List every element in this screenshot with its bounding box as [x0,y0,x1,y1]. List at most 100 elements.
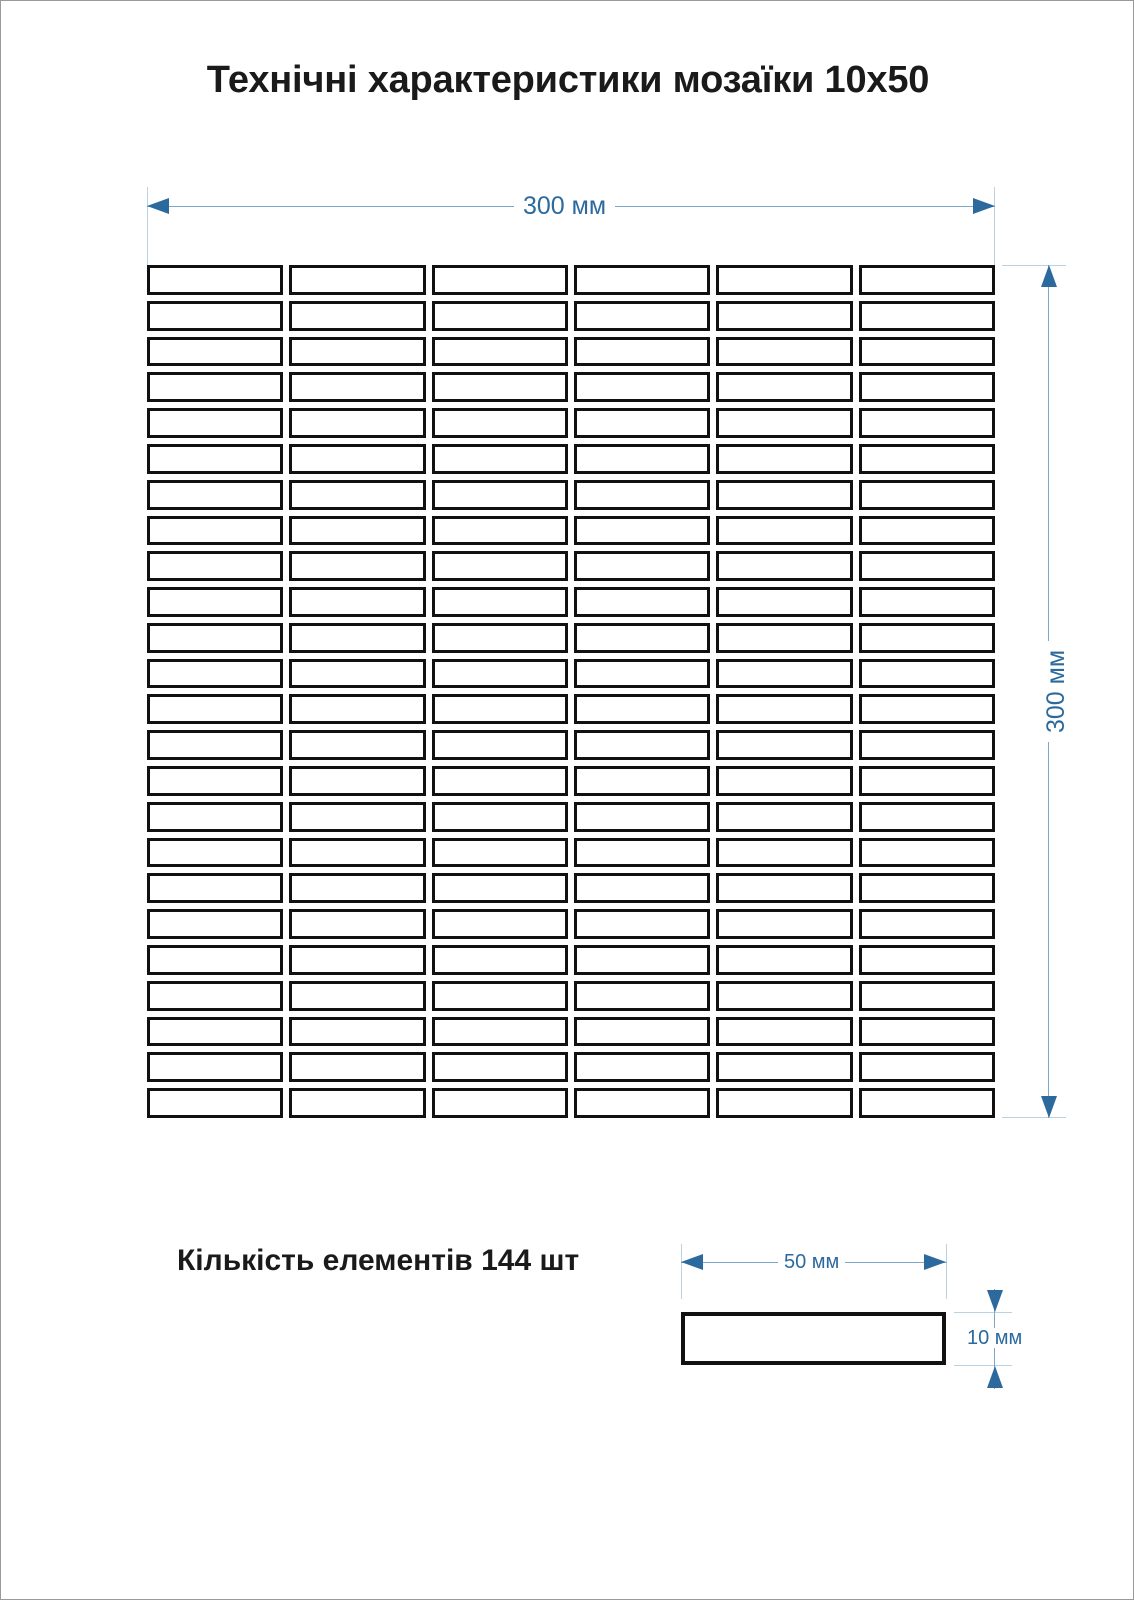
mosaic-tile [431,265,568,295]
mosaic-tile [147,801,284,832]
top-dimension-extension-line-right [994,187,995,265]
mosaic-tile [573,694,711,725]
right-dimension-arrow-down-icon [1041,1096,1057,1118]
mosaic-tile [573,587,711,617]
mosaic-tile [431,1052,568,1083]
mosaic-tile [858,1016,995,1047]
sheet-width-label: 300 мм [514,194,616,219]
mosaic-tile [858,622,995,653]
mosaic-tile [289,837,426,868]
mosaic-tile [716,336,853,367]
mosaic-tile [716,372,853,403]
mosaic-tile [431,1016,568,1047]
top-dimension-arrow-right-icon [973,198,995,214]
mosaic-tile [716,658,853,689]
mosaic-tile [289,694,426,725]
mosaic-tile [858,658,995,689]
mosaic-tile [573,408,711,438]
mosaic-tile [289,587,426,617]
mosaic-tile [431,551,568,582]
mosaic-tile [289,1088,426,1118]
mosaic-tile [431,694,568,725]
mosaic-tile [573,1016,711,1047]
mosaic-tile [147,443,284,474]
mosaic-tile [289,336,426,367]
mosaic-tile [858,336,995,367]
mosaic-tile [147,551,284,582]
mosaic-tile [431,980,568,1011]
mosaic-tile [289,265,426,295]
mosaic-tile [858,265,995,295]
mosaic-tile [858,694,995,725]
mosaic-tile [858,909,995,940]
mosaic-tile [716,1016,853,1047]
mosaic-tile [431,909,568,940]
mosaic-tile [858,1088,995,1118]
right-dimension-extension-line-bottom [1002,1117,1066,1118]
mosaic-tile [716,479,853,510]
mosaic-tile [573,980,711,1011]
mosaic-tile [858,801,995,832]
mosaic-tile [147,766,284,796]
mosaic-tile [573,945,711,975]
mosaic-tile [147,479,284,510]
mosaic-tile [147,265,284,295]
mosaic-tile-grid [147,265,995,1118]
mosaic-tile [716,694,853,725]
mosaic-tile [147,408,284,438]
mosaic-tile [573,801,711,832]
mosaic-tile [858,408,995,438]
mosaic-tile [431,766,568,796]
mosaic-tile [716,980,853,1011]
mosaic-tile [289,372,426,403]
mosaic-tile [716,801,853,832]
mosaic-tile [573,265,711,295]
mosaic-tile [289,551,426,582]
mosaic-tile [858,766,995,796]
mosaic-tile [573,551,711,582]
mosaic-tile [858,300,995,331]
mosaic-tile [289,658,426,689]
right-dimension-arrow-up-icon [1041,265,1057,287]
mosaic-tile [716,837,853,868]
detail-height-arrow-up-icon [987,1366,1003,1388]
mosaic-tile [431,730,568,761]
top-dimension-arrow-left-icon [147,198,169,214]
mosaic-tile [289,909,426,940]
mosaic-tile [716,873,853,904]
mosaic-tile [431,837,568,868]
detail-height-extension-line-bottom [954,1365,1012,1366]
mosaic-tile [289,300,426,331]
mosaic-tile [431,408,568,438]
mosaic-tile [431,658,568,689]
detail-height-arrow-down-icon [987,1290,1003,1312]
mosaic-tile [573,1052,711,1083]
mosaic-tile [858,479,995,510]
mosaic-tile [573,730,711,761]
mosaic-tile [147,1052,284,1083]
mosaic-tile [147,694,284,725]
mosaic-tile [431,300,568,331]
mosaic-tile [289,515,426,546]
mosaic-tile [858,551,995,582]
mosaic-tile [716,300,853,331]
mosaic-tile [289,408,426,438]
mosaic-tile [147,873,284,904]
mosaic-tile [289,801,426,832]
mosaic-tile [858,587,995,617]
mosaic-tile [431,1088,568,1118]
mosaic-tile [431,443,568,474]
mosaic-tile [289,622,426,653]
mosaic-tile [431,622,568,653]
mosaic-tile [573,766,711,796]
mosaic-tile [858,515,995,546]
mosaic-tile [573,515,711,546]
mosaic-tile [147,837,284,868]
mosaic-tile [573,336,711,367]
page-title: Технічні характеристики мозаїки 10x50 [206,59,930,101]
mosaic-tile [716,551,853,582]
mosaic-tile [573,479,711,510]
mosaic-tile [289,1052,426,1083]
single-element-tile [681,1312,946,1365]
